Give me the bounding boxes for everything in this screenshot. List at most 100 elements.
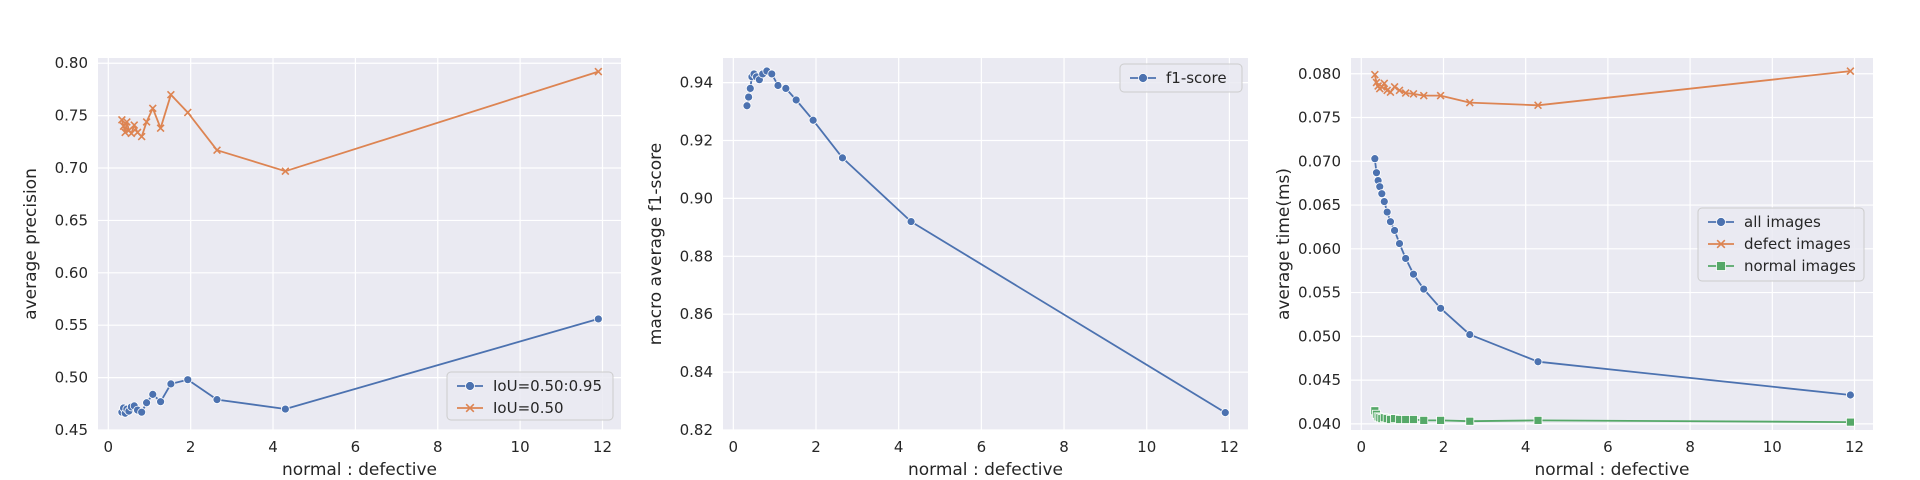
data-point bbox=[1533, 357, 1543, 367]
legend-label: normal images bbox=[1744, 257, 1856, 275]
series-1 bbox=[1370, 154, 1855, 400]
legend-swatch-marker bbox=[465, 381, 475, 391]
data-point bbox=[1372, 168, 1381, 178]
data-point bbox=[1845, 417, 1855, 427]
x-tick-label: 4 bbox=[268, 438, 278, 456]
legend-swatch-marker bbox=[1716, 217, 1726, 227]
data-point bbox=[1436, 415, 1446, 425]
plot-area bbox=[723, 58, 1248, 430]
data-point bbox=[127, 129, 136, 138]
x-tick-label: 6 bbox=[1603, 438, 1613, 456]
x-tick-label: 4 bbox=[894, 438, 904, 456]
data-point bbox=[148, 104, 157, 113]
x-tick-label: 8 bbox=[1685, 438, 1695, 456]
data-point bbox=[1395, 86, 1404, 95]
data-point bbox=[280, 404, 290, 414]
plot-area bbox=[98, 58, 621, 430]
series-3 bbox=[1370, 406, 1855, 427]
data-point bbox=[1379, 197, 1389, 206]
x-tick-label: 12 bbox=[1220, 438, 1239, 456]
legend-swatch-marker bbox=[465, 403, 475, 413]
data-point bbox=[212, 395, 222, 405]
data-point bbox=[142, 117, 151, 126]
y-axis-label: macro average f1-score bbox=[646, 143, 666, 345]
data-point bbox=[1370, 154, 1380, 164]
legend-label: all images bbox=[1744, 213, 1821, 231]
y-tick-label: 0.92 bbox=[680, 132, 713, 150]
legend: all images defect images normal images bbox=[1697, 207, 1865, 282]
x-axis-label: normal : defective bbox=[282, 460, 437, 480]
y-tick-label: 0.88 bbox=[680, 247, 713, 265]
legend-label: f1-score bbox=[1166, 69, 1227, 87]
data-point bbox=[1409, 269, 1418, 279]
legend-swatch-marker bbox=[1716, 261, 1726, 271]
data-point bbox=[1465, 98, 1474, 107]
y-tick-label: 0.55 bbox=[55, 316, 88, 334]
y-tick-label: 0.50 bbox=[55, 369, 88, 387]
legend-swatch-marker bbox=[1138, 73, 1148, 83]
data-point bbox=[1377, 189, 1387, 199]
data-point bbox=[1401, 415, 1411, 424]
data-point bbox=[1390, 226, 1399, 235]
y-tick-label: 0.82 bbox=[680, 421, 713, 439]
y-tick-label: 0.070 bbox=[1298, 152, 1341, 170]
data-point bbox=[838, 153, 847, 163]
y-tick-label: 0.055 bbox=[1298, 284, 1341, 302]
data-point bbox=[767, 69, 777, 79]
x-tick-label: 6 bbox=[977, 438, 987, 456]
chart-panel-3: 0 2 4 6 8 10 12 0.040 0.045 0.050 0.055 0.060 0.065 0… bbox=[1274, 58, 1873, 480]
x-tick-label: 8 bbox=[433, 438, 443, 456]
data-point bbox=[130, 121, 139, 130]
x-tick-label: 2 bbox=[811, 438, 821, 456]
data-point bbox=[781, 83, 791, 93]
x-tick-label: 2 bbox=[186, 438, 196, 456]
data-point bbox=[1409, 415, 1418, 424]
data-point bbox=[1401, 89, 1410, 97]
data-point bbox=[183, 375, 193, 385]
data-point bbox=[742, 101, 752, 111]
data-point bbox=[1845, 390, 1855, 400]
data-point bbox=[122, 117, 131, 126]
y-tick-label: 0.90 bbox=[680, 189, 713, 207]
x-tick-label: 12 bbox=[593, 438, 612, 456]
data-point bbox=[906, 217, 916, 226]
y-tick-label: 0.075 bbox=[1298, 109, 1341, 127]
series-2 bbox=[1370, 67, 1855, 110]
data-point bbox=[166, 379, 176, 389]
y-axis-label: average precision bbox=[21, 168, 41, 320]
series-1 bbox=[742, 66, 1230, 418]
y-tick-label: 0.80 bbox=[55, 54, 88, 72]
data-point bbox=[117, 115, 126, 124]
data-point bbox=[121, 128, 130, 137]
x-tick-label: 10 bbox=[1763, 438, 1782, 456]
data-point bbox=[791, 95, 801, 105]
x-tick-label: 6 bbox=[351, 438, 361, 456]
x-tick-label: 12 bbox=[1845, 438, 1864, 456]
data-point bbox=[183, 108, 192, 117]
data-point bbox=[744, 92, 754, 102]
data-point bbox=[1534, 101, 1542, 110]
data-point bbox=[593, 314, 603, 324]
data-point bbox=[745, 83, 755, 93]
legend-swatch-marker bbox=[1716, 239, 1726, 249]
legend-label: IoU=0.50:0.95 bbox=[493, 377, 602, 395]
data-point bbox=[281, 167, 290, 176]
data-point bbox=[1220, 408, 1230, 418]
data-point bbox=[1436, 91, 1445, 100]
legend: IoU=0.50:0.95 IoU=0.50 bbox=[446, 371, 614, 421]
data-point bbox=[148, 389, 158, 399]
data-point bbox=[1846, 67, 1855, 76]
legend-label: defect images bbox=[1744, 235, 1851, 253]
legend-box bbox=[1119, 63, 1243, 93]
data-point bbox=[1419, 284, 1429, 294]
x-tick-label: 0 bbox=[104, 438, 114, 456]
y-tick-label: 0.060 bbox=[1298, 240, 1341, 258]
data-point bbox=[1390, 82, 1399, 91]
chart-panel-2: 0 2 4 6 8 10 12 0.82 0.84 0.86 0.88 0.90 0.92 0.94 nor… bbox=[646, 58, 1248, 480]
y-tick-label: 0.45 bbox=[55, 421, 88, 439]
x-tick-label: 0 bbox=[1357, 438, 1367, 456]
series-1 bbox=[117, 314, 603, 418]
data-point bbox=[1465, 416, 1475, 426]
y-tick-label: 0.86 bbox=[680, 305, 713, 323]
